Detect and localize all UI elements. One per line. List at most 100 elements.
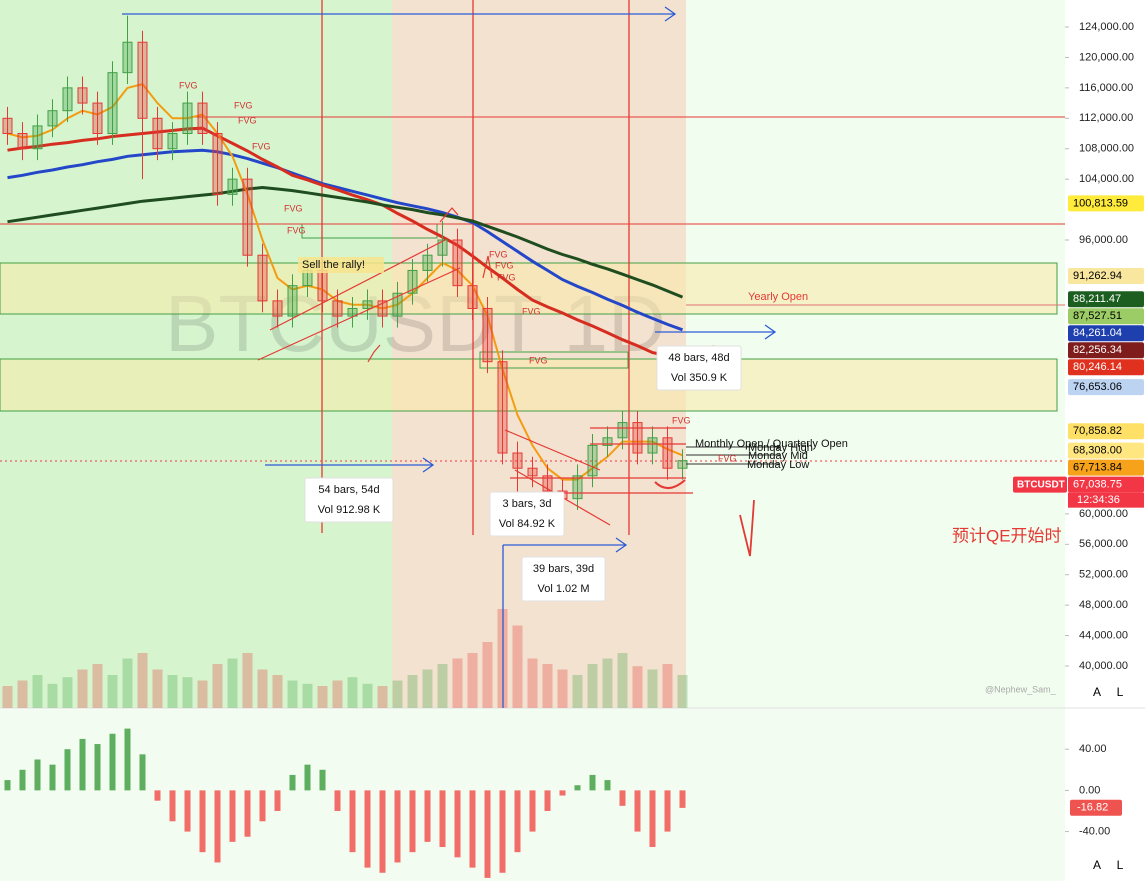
volume-bar <box>662 664 673 708</box>
button-bg[interactable] <box>1111 857 1129 875</box>
volume-bar <box>512 625 523 708</box>
button-label[interactable]: L <box>1117 858 1124 872</box>
osc-bar <box>109 733 116 791</box>
candle-body <box>62 87 73 112</box>
volume-bar <box>257 669 268 708</box>
price-tag-label: 80,246.14 <box>1073 361 1122 373</box>
price-tag <box>1068 268 1144 285</box>
price-tag <box>1068 379 1144 396</box>
candle-body <box>227 178 238 195</box>
price-tag-label: 88,211.47 <box>1073 293 1121 305</box>
button-bg[interactable] <box>1088 857 1106 875</box>
candle-body <box>242 178 253 256</box>
osc-bar <box>589 774 596 791</box>
candle-body <box>617 422 628 439</box>
candle-body <box>632 422 643 454</box>
candle-body <box>497 361 508 454</box>
button-label[interactable]: L <box>1117 685 1124 699</box>
candle-body <box>377 300 388 317</box>
volume-bar <box>422 669 433 708</box>
drawings <box>257 207 755 557</box>
scale-button[interactable]: A <box>1088 857 1106 875</box>
fvg-label: FVG <box>522 306 541 316</box>
measure-vol: Vol 1.02 M <box>538 583 590 595</box>
volume-bar <box>77 669 88 708</box>
button-label[interactable]: A <box>1093 685 1101 699</box>
fvg-label: FVG <box>672 415 691 425</box>
arrow <box>122 6 677 22</box>
candle-body <box>122 41 133 74</box>
scale-button[interactable]: L <box>1111 684 1129 702</box>
osc-bar <box>334 790 341 811</box>
price-tag-label: 87,527.51 <box>1073 310 1122 322</box>
y-tick-label: 96,000.00 <box>1079 234 1128 246</box>
volume-bar <box>287 680 298 708</box>
volume-bar <box>572 675 583 708</box>
level-label: Monthly Open / Quarterly Open <box>695 438 848 450</box>
volume-bar <box>137 653 148 708</box>
measure-box <box>521 556 606 602</box>
y-tick-label: 112,000.00 <box>1079 112 1133 124</box>
hand-mark <box>654 479 686 489</box>
measure-vol: Vol 350.9 K <box>671 372 728 384</box>
price-tag <box>1068 195 1144 212</box>
button-label[interactable]: A <box>1093 858 1101 872</box>
candle-body <box>482 307 493 363</box>
candle-body <box>92 102 103 135</box>
note-text: 预计QE开始时 <box>952 526 1062 545</box>
volume-bar <box>587 664 598 708</box>
osc-bar <box>259 790 266 822</box>
candle-body <box>272 300 283 317</box>
osc-bar <box>649 790 656 848</box>
level-label: Monday Low <box>747 459 809 471</box>
osc-bar <box>634 790 641 832</box>
measure-box <box>656 345 742 391</box>
hand-mark <box>439 207 459 223</box>
candle-body <box>662 437 673 469</box>
volume-bar <box>362 683 373 708</box>
measure-vol: Vol 912.98 K <box>318 504 381 516</box>
trend-line <box>504 429 601 471</box>
button-bg[interactable] <box>1111 684 1129 702</box>
osc-bar <box>64 749 71 791</box>
trend-line <box>257 267 461 361</box>
volume-bar <box>152 669 163 708</box>
volume-bar <box>437 664 448 708</box>
price-tag-label: 67,038.75 <box>1073 479 1122 491</box>
fvg-label: FVG <box>234 100 253 110</box>
candle-body <box>677 460 688 469</box>
candle-body <box>32 125 43 150</box>
candle-body <box>2 117 13 135</box>
candle-body <box>587 444 598 477</box>
osc-bar <box>289 774 296 791</box>
zone-green <box>0 0 392 708</box>
underlay <box>2 609 688 708</box>
osc-bar <box>664 790 671 832</box>
candle-body <box>182 102 193 135</box>
arrows <box>122 6 777 708</box>
price-tag <box>1068 442 1144 459</box>
price-tag <box>1068 359 1144 376</box>
candle-body <box>452 239 463 287</box>
level-label: Monday Mid <box>748 450 808 462</box>
osc-tick-label: 0.00 <box>1079 784 1100 796</box>
volume-bar <box>317 686 328 708</box>
button-bg[interactable] <box>1088 684 1106 702</box>
y-tick-label: 56,000.00 <box>1079 538 1128 550</box>
y-tick-label: 124,000.00 <box>1079 21 1134 33</box>
volume-bar <box>602 658 613 708</box>
hand-mark <box>739 499 755 557</box>
scale-button[interactable]: A <box>1088 684 1106 702</box>
candle-body <box>407 269 418 294</box>
fvg-label: FVG <box>287 225 306 235</box>
volume-bar <box>92 664 103 708</box>
osc-bar <box>169 790 176 822</box>
scale-button[interactable]: L <box>1111 857 1129 875</box>
candle-body <box>77 87 88 104</box>
volume-bar <box>167 675 178 708</box>
candle-body <box>347 307 358 317</box>
volume-bar <box>47 683 58 708</box>
osc-bar <box>364 790 371 868</box>
osc-tick-label: -40.00 <box>1079 825 1110 837</box>
osc-bar <box>139 754 146 791</box>
